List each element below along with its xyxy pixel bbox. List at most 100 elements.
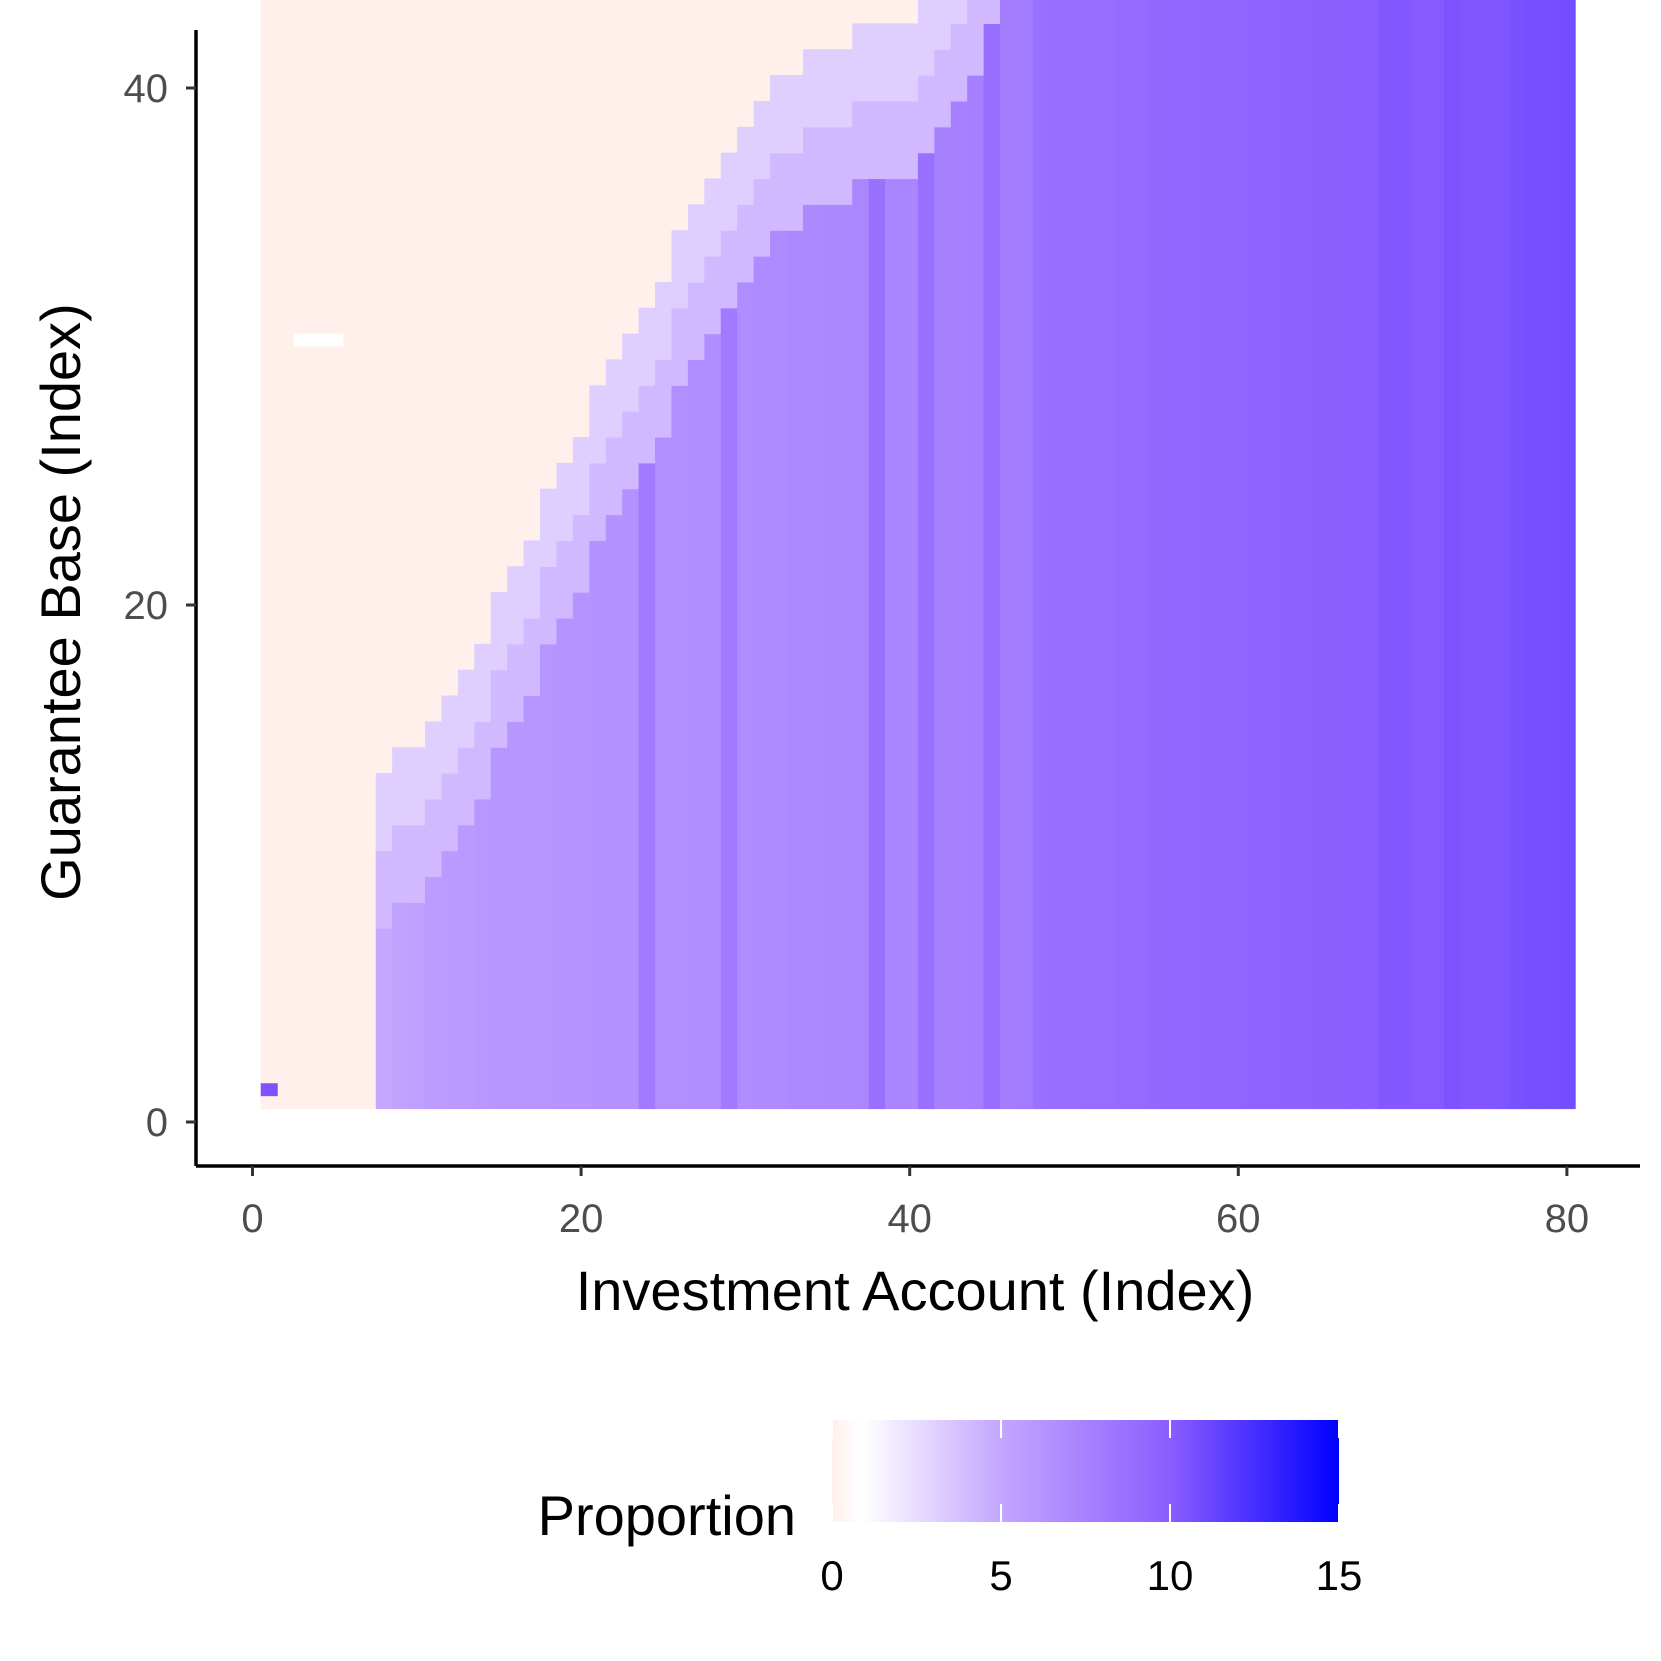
heatmap-column	[737, 281, 755, 1110]
heatmap-edge-cell	[392, 824, 410, 903]
heatmap-column	[540, 643, 558, 1110]
heatmap-edge-cell	[408, 747, 426, 826]
heatmap-edge-cell	[852, 100, 870, 180]
heatmap-column	[375, 928, 393, 1110]
y-axis-title: Guarantee Base (Index)	[29, 303, 92, 901]
heatmap-edge-cell	[474, 721, 492, 800]
heatmap-edge-cell	[638, 307, 656, 386]
heatmap-column	[1525, 0, 1543, 1110]
heatmap-column	[408, 902, 426, 1110]
heatmap-edge-cell	[901, 100, 919, 180]
heatmap-column	[1082, 0, 1100, 1110]
heatmap-column	[1492, 0, 1510, 1110]
heatmap-edge-cell	[408, 824, 426, 903]
y-tick-label: 20	[124, 584, 169, 628]
heatmap-column	[523, 695, 541, 1110]
heatmap-column	[1000, 0, 1018, 1110]
legend-ticks: 0 5 10 15	[820, 1420, 1362, 1599]
heatmap-edge-cell	[572, 436, 590, 516]
heatmap-column	[1542, 0, 1560, 1110]
heatmap-column	[671, 385, 689, 1110]
heatmap-edge-cell	[950, 0, 968, 24]
heatmap-column	[1147, 0, 1165, 1110]
heatmap-edge-cell	[523, 617, 541, 697]
heatmap-column	[392, 902, 410, 1110]
heatmap-column	[1016, 0, 1034, 1110]
heatmap-edge-cell	[540, 488, 558, 567]
heatmap-edge-cell	[720, 152, 738, 231]
heatmap-edge-cell	[835, 49, 853, 128]
heatmap-cell	[293, 333, 311, 347]
heatmap-edge-cell	[704, 256, 722, 335]
heatmap-edge-cell	[441, 773, 459, 852]
heatmap-column	[983, 23, 1001, 1110]
y-tick-label: 0	[146, 1101, 168, 1145]
heatmap-column	[687, 359, 705, 1110]
heatmap-column	[885, 178, 903, 1110]
x-axis-ticks: 0 20 40 60 80	[241, 1166, 1589, 1241]
heatmap-edge-cell	[457, 747, 475, 826]
heatmap-edge-cell	[589, 385, 607, 464]
heatmap-column	[819, 204, 837, 1110]
heatmap-edge-cell	[457, 669, 475, 748]
heatmap-column	[802, 204, 820, 1110]
heatmap-cell	[260, 1083, 278, 1097]
heatmap-edge-cell	[375, 773, 393, 852]
heatmap-column	[1065, 0, 1083, 1110]
heatmap-edge-cell	[753, 178, 771, 257]
heatmap-column	[1427, 0, 1445, 1110]
heatmap-column	[770, 230, 788, 1110]
heatmap-column	[1328, 0, 1346, 1110]
legend-tick-label: 10	[1147, 1552, 1194, 1599]
heatmap-column	[457, 824, 475, 1110]
heatmap-edge-cell	[655, 359, 673, 438]
heatmap-edge-cell	[917, 75, 935, 154]
x-tick-label: 20	[559, 1197, 604, 1241]
heatmap-cell	[326, 333, 344, 347]
heatmap-edge-cell	[737, 204, 755, 283]
heatmap-column	[474, 798, 492, 1110]
legend-title: Proportion	[538, 1484, 796, 1547]
heatmap-edge-cell	[425, 798, 443, 878]
x-tick-label: 60	[1216, 1197, 1261, 1241]
heatmap-column	[1180, 0, 1198, 1110]
heatmap-edge-cell	[671, 230, 689, 309]
heatmap-column	[720, 307, 738, 1110]
heatmap-edge-cell	[868, 23, 886, 102]
heatmap-edge-cell	[950, 23, 968, 102]
heatmap-column	[1312, 0, 1330, 1110]
heatmap-column	[967, 75, 985, 1110]
heatmap-edge-cell	[474, 643, 492, 722]
heatmap-column	[852, 178, 870, 1110]
heatmap-edge-cell	[375, 850, 393, 929]
heatmap-edge-cell	[720, 230, 738, 309]
heatmap-edge-cell	[540, 566, 558, 645]
x-axis-title: Investment Account (Index)	[576, 1259, 1255, 1322]
heatmap-edge-cell	[507, 643, 525, 722]
heatmap-column	[1246, 0, 1264, 1110]
heatmap-edge-cell	[819, 126, 837, 205]
heatmap-edge-cell	[901, 23, 919, 102]
heatmap-edge-cell	[572, 514, 590, 593]
heatmap-edge-cell	[556, 462, 574, 541]
heatmap-edge-cell	[687, 281, 705, 361]
heatmap-edge-cell	[655, 281, 673, 361]
heatmap-edge-cell	[589, 462, 607, 541]
legend-colorbar	[832, 1420, 1339, 1522]
heatmap-column	[868, 178, 886, 1110]
heatmap-column	[1460, 0, 1478, 1110]
heatmap-edge-cell	[507, 566, 525, 645]
legend-tick-label: 15	[1316, 1552, 1363, 1599]
heatmap-column	[1164, 0, 1182, 1110]
heatmap-column	[638, 462, 656, 1110]
heatmap-column	[1443, 0, 1461, 1110]
heatmap-edge-cell	[622, 411, 640, 490]
heatmap-column	[1295, 0, 1313, 1110]
heatmap-edge-cell	[523, 540, 541, 619]
legend-tick-label: 5	[989, 1552, 1012, 1599]
heatmap-column	[490, 747, 508, 1110]
heatmap-edge-cell	[868, 100, 886, 180]
heatmap-column	[950, 100, 968, 1110]
heatmap-column	[934, 126, 952, 1110]
y-tick-label: 40	[124, 67, 169, 111]
